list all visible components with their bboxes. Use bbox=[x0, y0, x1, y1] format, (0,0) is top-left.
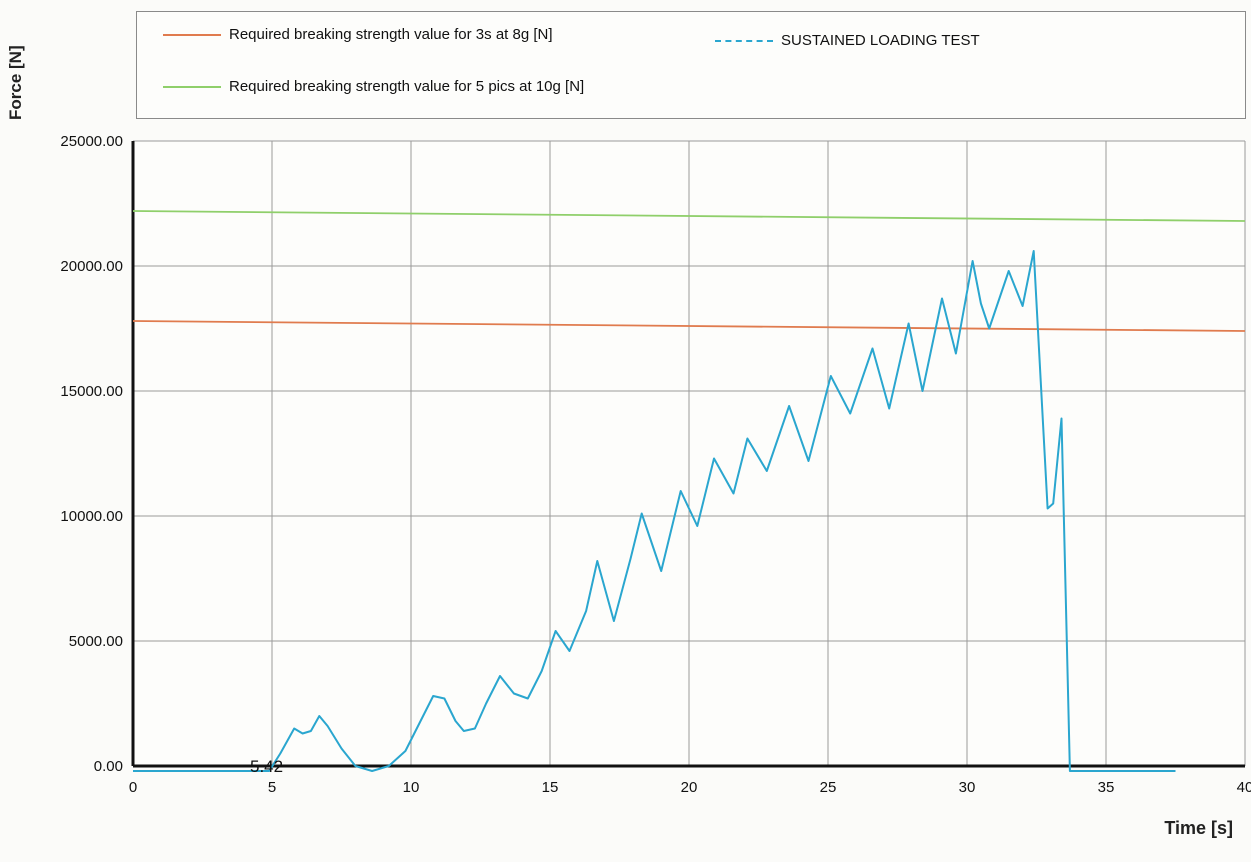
y-tick-label: 0.00 bbox=[94, 758, 123, 775]
chart-legend: Required breaking strength value for 3s … bbox=[136, 11, 1246, 119]
x-tick-label: 5 bbox=[268, 779, 276, 796]
legend-label: SUSTAINED LOADING TEST bbox=[781, 32, 980, 49]
x-tick-label: 20 bbox=[681, 779, 698, 796]
legend-item-sustained-loading-test: SUSTAINED LOADING TEST bbox=[715, 32, 980, 49]
x-tick-label: 25 bbox=[820, 779, 837, 796]
y-tick-label: 15000.00 bbox=[60, 383, 123, 400]
legend-label: Required breaking strength value for 3s … bbox=[229, 26, 553, 43]
y-tick-label: 20000.00 bbox=[60, 258, 123, 275]
series-line-sustained-loading-test bbox=[133, 250, 1176, 772]
y-tick-label: 5000.00 bbox=[69, 633, 123, 650]
y-tick-label: 10000.00 bbox=[60, 508, 123, 525]
legend-item-3s-8g: Required breaking strength value for 3s … bbox=[163, 26, 553, 43]
x-axis-label: Time [s] bbox=[1164, 818, 1233, 838]
legend-label: Required breaking strength value for 5 p… bbox=[229, 78, 585, 95]
x-tick-label: 15 bbox=[542, 779, 559, 796]
series-line-3s-8g bbox=[132, 320, 1246, 332]
legend-swatch bbox=[163, 85, 221, 88]
legend-item-5pics-10g: Required breaking strength value for 5 p… bbox=[163, 78, 584, 95]
x-tick-label: 35 bbox=[1098, 779, 1115, 796]
series-line-5pics-10g bbox=[132, 210, 1246, 222]
legend-swatch bbox=[715, 39, 773, 42]
x-tick-label: 40 bbox=[1237, 779, 1251, 796]
x-tick-label: 10 bbox=[403, 779, 420, 796]
x-tick-label: 0 bbox=[129, 779, 137, 796]
y-tick-label: 25000.00 bbox=[60, 133, 123, 150]
annotation-label: 5.42 bbox=[250, 757, 283, 776]
legend-swatch bbox=[163, 33, 221, 36]
x-tick-label: 30 bbox=[959, 779, 976, 796]
